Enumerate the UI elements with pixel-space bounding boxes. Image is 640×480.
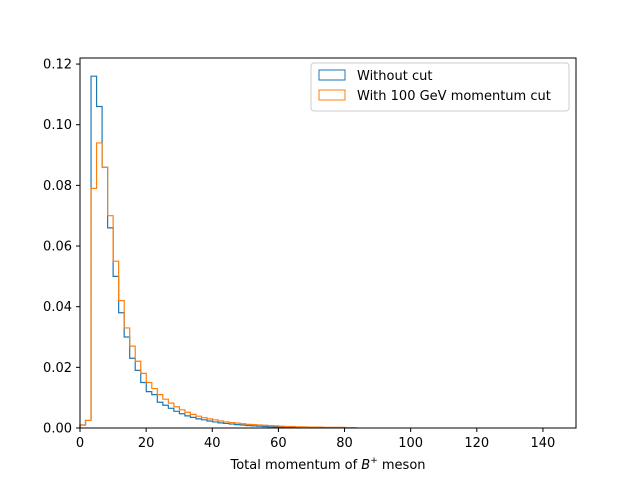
legend-label: With 100 GeV momentum cut (357, 89, 551, 104)
x-axis-label-superscript: + (370, 456, 378, 466)
x-tick-label: 60 (270, 436, 287, 451)
x-tick-label: 140 (531, 436, 556, 451)
legend-box (310, 62, 570, 112)
plot-frame (79, 57, 577, 429)
series-line-with-cut (79, 142, 357, 429)
y-tick-label: 0.02 (43, 361, 72, 376)
x-axis-label-symbol: B (361, 458, 370, 473)
y-tick-label: 0.04 (43, 300, 72, 315)
y-tick-label: 0.00 (43, 422, 72, 437)
x-tick-label: 120 (464, 436, 489, 451)
series-layer (79, 75, 357, 429)
x-axis-label-prefix: Total momentum of (229, 458, 361, 473)
y-tick-label: 0.10 (43, 118, 72, 133)
y-tick-label: 0.12 (43, 58, 72, 73)
y-tick-label: 0.06 (43, 240, 72, 255)
x-tick-label: 100 (398, 436, 423, 451)
x-tick-label: 20 (138, 436, 155, 451)
y-tick-label: 0.08 (43, 179, 72, 194)
series-line-without-cut (79, 75, 302, 429)
x-tick-label: 0 (76, 436, 84, 451)
x-axis-label-suffix: meson (378, 458, 426, 473)
axes-layer: 0 20 40 60 80 100 120 140 0.00 0.02 0.04 0.06 0.08 0.… (43, 58, 555, 451)
x-axis-label: Total momentum of B+ meson (229, 456, 425, 473)
x-tick-label: 80 (336, 436, 353, 451)
x-tick-label: 40 (204, 436, 221, 451)
legend-swatch (318, 69, 346, 81)
legend-label: Without cut (357, 69, 432, 84)
legend-swatch (318, 89, 346, 101)
legend: Without cut With 100 GeV momentum cut (310, 62, 570, 112)
